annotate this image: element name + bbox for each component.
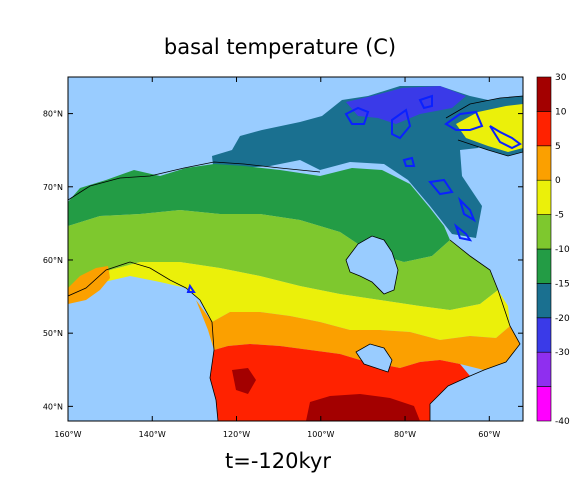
x-tick-label: 60°W bbox=[478, 430, 500, 439]
x-tick-label: 80°W bbox=[394, 430, 416, 439]
colorbar-bin bbox=[536, 179, 552, 215]
greenland-warm-field bbox=[456, 104, 523, 152]
y-tick-label: 70°N bbox=[43, 183, 63, 192]
yellow-band-field bbox=[68, 262, 510, 340]
cold-contours bbox=[186, 94, 522, 293]
dark-red-south-field bbox=[306, 394, 420, 421]
y-tick-label: 50°N bbox=[43, 329, 63, 338]
coastlines bbox=[68, 95, 523, 421]
dark-red-southwest-field bbox=[232, 368, 256, 394]
ellesmere-very-cold-field bbox=[346, 86, 466, 124]
colorbar: -40 -30 -20 -15 -10 -5 0 5 10 30 bbox=[536, 73, 570, 427]
temperature-field bbox=[68, 86, 523, 421]
colorbar-label: 5 bbox=[555, 142, 561, 152]
colorbar-bin bbox=[536, 145, 552, 181]
great-lakes bbox=[356, 344, 392, 372]
hudson-bay bbox=[346, 236, 398, 294]
colorbar-bin bbox=[536, 386, 552, 422]
y-tick-label: 40°N bbox=[43, 402, 63, 411]
arctic-islands-field bbox=[212, 86, 492, 238]
map-panel: 160°W 140°W 120°W 100°W 80°W 60°W 40°N 50°N 60°N… bbox=[43, 76, 524, 439]
y-tick-label: 80°N bbox=[43, 110, 63, 119]
x-tick-label: 120°W bbox=[223, 430, 250, 439]
colorbar-label: 0 bbox=[555, 176, 561, 186]
colorbar-label: 30 bbox=[555, 73, 567, 83]
orange-band-field bbox=[196, 300, 520, 370]
time-label: t=-120kyr bbox=[225, 449, 331, 473]
northern-mainland-field bbox=[68, 164, 450, 262]
colorbar-label: -20 bbox=[555, 314, 570, 324]
colorbar-label: -15 bbox=[555, 279, 570, 289]
colorbar-bin bbox=[536, 214, 552, 250]
colorbar-bin bbox=[536, 283, 552, 319]
colorbar-label: -5 bbox=[555, 211, 564, 221]
map-title: basal temperature (C) bbox=[164, 35, 396, 59]
colorbar-label: 10 bbox=[555, 107, 567, 117]
red-band-field bbox=[210, 344, 470, 421]
colorbar-bin bbox=[536, 351, 552, 387]
x-tick-label: 100°W bbox=[307, 430, 334, 439]
colorbar-bin bbox=[536, 111, 552, 147]
x-tick-label: 160°W bbox=[54, 430, 81, 439]
y-tick-label: 60°N bbox=[43, 256, 63, 265]
map-ticks: 160°W 140°W 120°W 100°W 80°W 60°W 40°N 50°N 60°N… bbox=[43, 77, 523, 439]
colorbar-label: -40 bbox=[555, 417, 570, 427]
colorbar-label: -30 bbox=[555, 348, 570, 358]
colorbar-bin bbox=[536, 76, 552, 112]
colorbar-bin bbox=[536, 248, 552, 284]
colorbar-label: -10 bbox=[555, 245, 570, 255]
colorbar-bin bbox=[536, 317, 552, 353]
x-tick-label: 140°W bbox=[139, 430, 166, 439]
map-frame bbox=[67, 76, 524, 422]
